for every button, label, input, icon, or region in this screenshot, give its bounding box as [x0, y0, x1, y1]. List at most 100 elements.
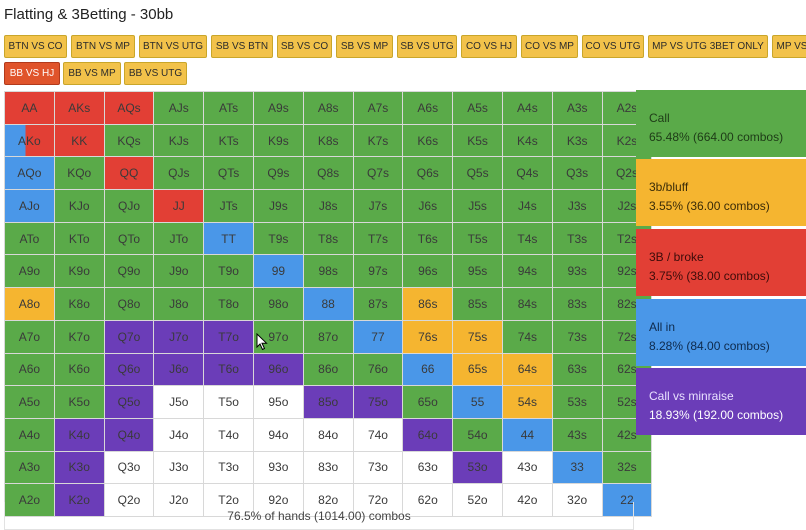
hand-cell-q7o[interactable]: Q7o	[104, 320, 154, 353]
hand-cell-qto[interactable]: QTo	[104, 222, 154, 255]
hand-cell-k7s[interactable]: K7s	[353, 124, 403, 157]
hand-cell-q4s[interactable]: Q4s	[502, 157, 552, 190]
hand-cell-43o[interactable]: 43o	[502, 451, 552, 484]
hand-cell-84s[interactable]: 84s	[502, 288, 552, 320]
hand-cell-k5s[interactable]: K5s	[453, 124, 502, 157]
hand-cell-43s[interactable]: 43s	[552, 418, 602, 451]
hand-cell-73s[interactable]: 73s	[552, 320, 602, 353]
hand-cell-72o[interactable]: 72o	[353, 484, 403, 516]
hand-cell-a6s[interactable]: A6s	[403, 92, 453, 124]
hand-cell-t5o[interactable]: T5o	[204, 386, 253, 418]
hand-cell-kts[interactable]: KTs	[204, 124, 253, 157]
hand-cell-kto[interactable]: KTo	[54, 222, 104, 255]
hand-cell-k4s[interactable]: K4s	[502, 124, 552, 157]
hand-cell-q3o[interactable]: Q3o	[104, 451, 154, 484]
hand-cell-q9o[interactable]: Q9o	[104, 255, 154, 288]
tab-co-vs-mp[interactable]: CO VS MP	[521, 35, 578, 58]
hand-cell-jj[interactable]: JJ	[154, 190, 204, 222]
hand-cell-94s[interactable]: 94s	[502, 255, 552, 288]
hand-cell-qjs[interactable]: QJs	[154, 157, 204, 190]
hand-cell-a2o[interactable]: A2o	[5, 484, 54, 516]
hand-cell-44[interactable]: 44	[502, 418, 552, 451]
hand-cell-95s[interactable]: 95s	[453, 255, 502, 288]
hand-cell-63o[interactable]: 63o	[403, 451, 453, 484]
hand-cell-t6s[interactable]: T6s	[403, 222, 453, 255]
hand-cell-t2o[interactable]: T2o	[204, 484, 253, 516]
hand-cell-k4o[interactable]: K4o	[54, 418, 104, 451]
hand-cell-64s[interactable]: 64s	[502, 353, 552, 386]
legend-3b-bluff[interactable]: 3b/bluff 3.55% (36.00 combos)	[636, 159, 806, 226]
hand-cell-k2o[interactable]: K2o	[54, 484, 104, 516]
hand-cell-q6o[interactable]: Q6o	[104, 353, 154, 386]
hand-cell-54o[interactable]: 54o	[453, 418, 502, 451]
tab-co-vs-utg[interactable]: CO VS UTG	[582, 35, 644, 58]
hand-cell-q6s[interactable]: Q6s	[403, 157, 453, 190]
hand-cell-q5o[interactable]: Q5o	[104, 386, 154, 418]
hand-cell-q4o[interactable]: Q4o	[104, 418, 154, 451]
hand-cell-aa[interactable]: AA	[5, 92, 54, 124]
hand-cell-75s[interactable]: 75s	[453, 320, 502, 353]
hand-cell-76s[interactable]: 76s	[403, 320, 453, 353]
tab-sb-vs-co[interactable]: SB VS CO	[277, 35, 332, 58]
hand-cell-j8o[interactable]: J8o	[154, 288, 204, 320]
hand-cell-62o[interactable]: 62o	[403, 484, 453, 516]
hand-cell-jto[interactable]: JTo	[154, 222, 204, 255]
tab-bb-vs-utg[interactable]: BB VS UTG	[124, 62, 187, 85]
hand-cell-qq[interactable]: QQ	[104, 157, 154, 190]
hand-cell-q3s[interactable]: Q3s	[552, 157, 602, 190]
legend-all-in[interactable]: All in 8.28% (84.00 combos)	[636, 299, 806, 366]
tab-mp-vs-partial[interactable]: MP VS	[772, 35, 806, 58]
hand-cell-qjo[interactable]: QJo	[104, 190, 154, 222]
hand-cell-99[interactable]: 99	[253, 255, 303, 288]
hand-cell-k5o[interactable]: K5o	[54, 386, 104, 418]
hand-cell-t3s[interactable]: T3s	[552, 222, 602, 255]
hand-cell-j8s[interactable]: J8s	[303, 190, 353, 222]
hand-cell-65s[interactable]: 65s	[453, 353, 502, 386]
hand-cell-t8o[interactable]: T8o	[204, 288, 253, 320]
hand-cell-q2o[interactable]: Q2o	[104, 484, 154, 516]
hand-cell-85s[interactable]: 85s	[453, 288, 502, 320]
hand-cell-53o[interactable]: 53o	[453, 451, 502, 484]
hand-cell-42o[interactable]: 42o	[502, 484, 552, 516]
hand-cell-a5s[interactable]: A5s	[453, 92, 502, 124]
tab-btn-vs-mp[interactable]: BTN VS MP	[71, 35, 135, 58]
hand-cell-ajs[interactable]: AJs	[154, 92, 204, 124]
hand-cell-qts[interactable]: QTs	[204, 157, 253, 190]
legend-call-vs-minraise[interactable]: Call vs minraise 18.93% (192.00 combos)	[636, 368, 806, 435]
legend-call[interactable]: Call 65.48% (664.00 combos)	[636, 90, 806, 157]
hand-cell-j5o[interactable]: J5o	[154, 386, 204, 418]
hand-cell-t7o[interactable]: T7o	[204, 320, 253, 353]
hand-cell-t7s[interactable]: T7s	[353, 222, 403, 255]
hand-cell-97s[interactable]: 97s	[353, 255, 403, 288]
hand-cell-85o[interactable]: 85o	[303, 386, 353, 418]
hand-cell-75o[interactable]: 75o	[353, 386, 403, 418]
hand-cell-tt[interactable]: TT	[204, 222, 253, 255]
hand-cell-92o[interactable]: 92o	[253, 484, 303, 516]
hand-cell-84o[interactable]: 84o	[303, 418, 353, 451]
hand-cell-83s[interactable]: 83s	[552, 288, 602, 320]
hand-cell-66[interactable]: 66	[403, 353, 453, 386]
hand-cell-j4o[interactable]: J4o	[154, 418, 204, 451]
hand-cell-j3s[interactable]: J3s	[552, 190, 602, 222]
hand-cell-86s[interactable]: 86s	[403, 288, 453, 320]
hand-cell-k8s[interactable]: K8s	[303, 124, 353, 157]
hand-cell-94o[interactable]: 94o	[253, 418, 303, 451]
hand-cell-93o[interactable]: 93o	[253, 451, 303, 484]
hand-cell-k9o[interactable]: K9o	[54, 255, 104, 288]
hand-cell-q5s[interactable]: Q5s	[453, 157, 502, 190]
hand-cell-97o[interactable]: 97o	[253, 320, 303, 353]
hand-cell-aks[interactable]: AKs	[54, 92, 104, 124]
hand-cell-k8o[interactable]: K8o	[54, 288, 104, 320]
hand-cell-kjo[interactable]: KJo	[54, 190, 104, 222]
hand-cell-a8o[interactable]: A8o	[5, 288, 54, 320]
hand-cell-q9s[interactable]: Q9s	[253, 157, 303, 190]
hand-cell-kk[interactable]: KK	[54, 124, 104, 157]
hand-cell-j6o[interactable]: J6o	[154, 353, 204, 386]
hand-cell-aqs[interactable]: AQs	[104, 92, 154, 124]
hand-cell-82o[interactable]: 82o	[303, 484, 353, 516]
hand-cell-96s[interactable]: 96s	[403, 255, 453, 288]
tab-sb-vs-btn[interactable]: SB VS BTN	[211, 35, 273, 58]
hand-cell-kqs[interactable]: KQs	[104, 124, 154, 157]
hand-cell-q7s[interactable]: Q7s	[353, 157, 403, 190]
hand-cell-a7o[interactable]: A7o	[5, 320, 54, 353]
